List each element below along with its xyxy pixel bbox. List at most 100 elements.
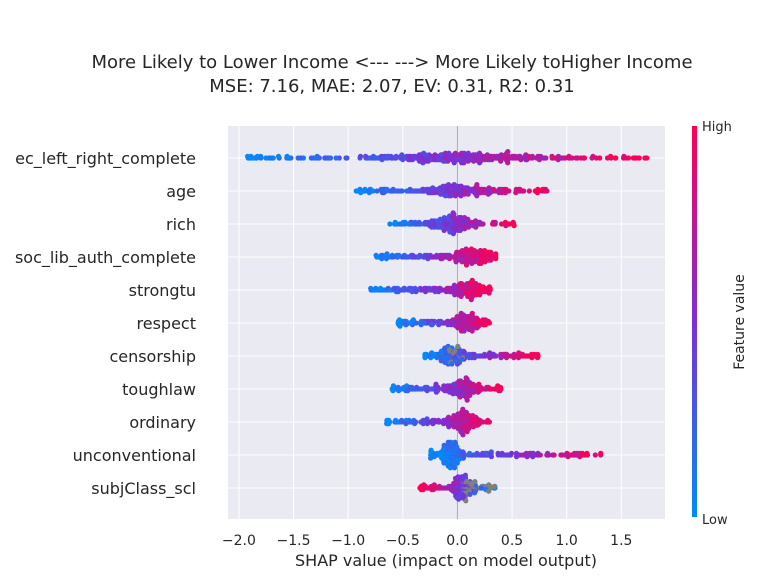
- shap-point: [502, 152, 508, 158]
- shap-point: [365, 188, 372, 194]
- shap-point: [519, 188, 526, 194]
- shap-point: [473, 325, 479, 331]
- shap-point: [373, 252, 379, 258]
- shap-point: [446, 347, 452, 353]
- feature-label: rich: [166, 215, 196, 234]
- shap-point: [461, 454, 467, 460]
- shap-point: [448, 193, 454, 199]
- shap-point: [463, 498, 469, 504]
- shap-point: [462, 157, 468, 163]
- x-tick-label: 1.0: [556, 533, 578, 549]
- shap-point: [434, 355, 440, 361]
- shap-point: [474, 353, 480, 359]
- shap-point: [574, 450, 580, 456]
- shap-point: [432, 152, 438, 158]
- shap-point: [428, 386, 434, 392]
- shap-point: [379, 256, 385, 262]
- shap-point: [442, 347, 448, 353]
- shap-point: [477, 292, 483, 298]
- shap-point: [438, 348, 444, 354]
- shap-point: [396, 317, 402, 323]
- shap-point: [422, 158, 429, 164]
- shap-point: [275, 153, 282, 159]
- shap-point: [326, 155, 332, 161]
- shap-point: [434, 252, 440, 258]
- shap-point: [465, 422, 471, 428]
- shap-point: [456, 496, 462, 502]
- shap-point: [457, 422, 464, 428]
- shap-point: [580, 452, 586, 458]
- shap-point: [461, 493, 467, 499]
- shap-point: [447, 465, 453, 471]
- shap-point: [298, 155, 304, 161]
- shap-point: [441, 252, 447, 258]
- shap-point: [508, 353, 514, 359]
- shap-point: [343, 155, 349, 161]
- shap-point: [452, 292, 458, 298]
- shap-point: [486, 419, 492, 425]
- shap-point: [529, 355, 535, 361]
- shap-point: [457, 414, 463, 420]
- shap-point: [418, 322, 424, 328]
- shap-point: [438, 358, 444, 364]
- shap-point: [450, 210, 456, 216]
- shap-point: [465, 150, 471, 156]
- shap-point: [423, 417, 429, 423]
- shap-point: [530, 454, 536, 460]
- shap-point: [441, 442, 447, 448]
- shap-point: [463, 375, 469, 381]
- shap-point: [439, 224, 445, 230]
- shap-point: [453, 259, 459, 265]
- shap-point: [557, 155, 564, 161]
- shap-point: [456, 256, 462, 262]
- shap-point: [401, 384, 407, 390]
- shap-point: [511, 223, 517, 229]
- shap-point: [454, 249, 460, 255]
- shap-point: [513, 190, 519, 196]
- shap-point: [472, 479, 478, 485]
- shap-point: [463, 262, 470, 268]
- shap-point: [473, 257, 480, 263]
- shap-point: [458, 429, 464, 435]
- shap-point: [464, 479, 470, 485]
- shap-point: [451, 381, 457, 387]
- shap-point: [472, 190, 478, 196]
- x-tick-labels: −2.0 −1.5 −1.0 −0.5 0.0 0.5 1.0 1.5: [222, 533, 633, 549]
- shap-point: [558, 452, 564, 458]
- shap-point: [453, 191, 459, 197]
- colorbar: [692, 126, 697, 517]
- shap-point: [313, 155, 319, 161]
- shap-point: [464, 429, 470, 435]
- shap-point: [505, 452, 511, 458]
- shap-point: [435, 224, 441, 230]
- feature-label: censorship: [109, 347, 196, 366]
- shap-point: [472, 152, 478, 158]
- shap-point: [432, 289, 438, 295]
- shap-point: [568, 452, 575, 458]
- shap-point: [405, 388, 411, 394]
- shap-point: [372, 155, 378, 161]
- shap-point: [491, 483, 498, 489]
- shap-point: [428, 322, 434, 328]
- shap-point: [468, 314, 474, 320]
- shap-point: [450, 287, 456, 293]
- shap-point: [437, 485, 443, 491]
- shap-point: [597, 155, 603, 161]
- shap-point: [495, 383, 501, 389]
- shap-point: [477, 219, 483, 225]
- shap-point: [404, 188, 410, 194]
- shap-point: [422, 483, 428, 489]
- shap-point: [482, 157, 488, 163]
- shap-point: [408, 157, 414, 163]
- shap-point: [513, 353, 520, 359]
- shap-point: [495, 153, 501, 159]
- shap-point: [258, 153, 264, 159]
- shap-point: [396, 388, 402, 394]
- shap-point: [468, 383, 474, 389]
- shap-point: [505, 221, 511, 227]
- shap-point: [403, 421, 409, 427]
- shap-point: [459, 224, 465, 230]
- shap-point: [409, 289, 415, 295]
- shap-point: [246, 155, 252, 161]
